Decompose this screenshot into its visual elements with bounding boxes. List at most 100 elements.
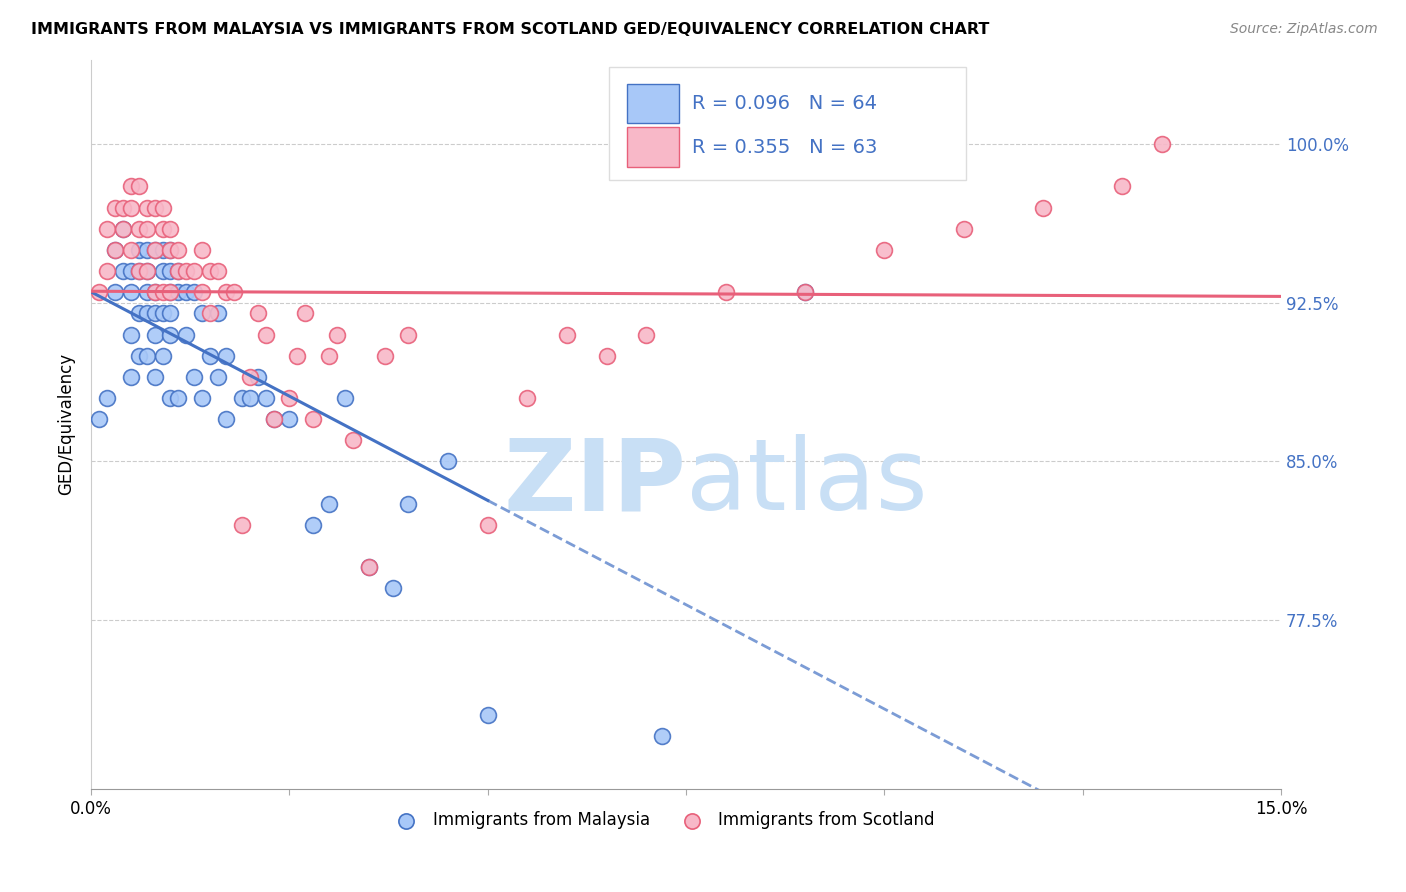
Point [152, 243, 174, 257]
Point [87, 412, 110, 426]
Point [381, 582, 404, 596]
Point [396, 497, 419, 511]
Point [111, 221, 134, 235]
Text: IMMIGRANTS FROM MALAYSIA VS IMMIGRANTS FROM SCOTLAND GED/EQUIVALENCY CORRELATION: IMMIGRANTS FROM MALAYSIA VS IMMIGRANTS F… [31, 22, 990, 37]
Point [167, 264, 190, 278]
Point [167, 243, 190, 257]
Point [198, 349, 221, 363]
Point [326, 327, 349, 342]
Point [287, 349, 309, 363]
Point [159, 285, 181, 300]
Point [120, 179, 142, 194]
Point [596, 349, 619, 363]
Point [111, 221, 134, 235]
Point [111, 201, 134, 215]
Point [477, 517, 499, 532]
Point [167, 391, 190, 405]
Text: Source: ZipAtlas.com: Source: ZipAtlas.com [1230, 22, 1378, 37]
Point [183, 264, 205, 278]
Point [215, 349, 238, 363]
Point [294, 306, 316, 320]
Point [794, 285, 817, 300]
Point [87, 285, 110, 300]
Point [96, 264, 118, 278]
Point [120, 369, 142, 384]
Point [159, 243, 181, 257]
Point [128, 306, 150, 320]
Point [143, 369, 166, 384]
Point [152, 221, 174, 235]
Legend: Immigrants from Malaysia, Immigrants from Scotland: Immigrants from Malaysia, Immigrants fro… [382, 805, 942, 836]
Point [263, 412, 285, 426]
Point [222, 285, 245, 300]
Text: R = 0.355   N = 63: R = 0.355 N = 63 [692, 137, 877, 157]
Point [302, 517, 325, 532]
Point [191, 285, 214, 300]
Point [246, 369, 269, 384]
Point [1111, 179, 1133, 194]
Point [128, 349, 150, 363]
Point [191, 391, 214, 405]
Point [374, 349, 396, 363]
Point [246, 306, 269, 320]
Point [651, 730, 673, 744]
Point [159, 327, 181, 342]
Point [152, 201, 174, 215]
FancyBboxPatch shape [627, 84, 679, 123]
Point [159, 285, 181, 300]
Point [555, 327, 578, 342]
Point [333, 391, 356, 405]
Point [207, 369, 229, 384]
Point [120, 285, 142, 300]
Point [128, 243, 150, 257]
Point [135, 285, 157, 300]
Point [167, 264, 190, 278]
Point [198, 306, 221, 320]
Point [477, 708, 499, 723]
Point [516, 391, 538, 405]
Text: R = 0.096   N = 64: R = 0.096 N = 64 [692, 94, 877, 113]
FancyBboxPatch shape [609, 67, 966, 180]
Point [636, 327, 658, 342]
Point [176, 264, 198, 278]
Point [342, 434, 364, 448]
Point [120, 201, 142, 215]
Point [191, 243, 214, 257]
Point [104, 243, 127, 257]
Point [278, 412, 301, 426]
Point [198, 264, 221, 278]
Point [318, 349, 340, 363]
Point [143, 327, 166, 342]
Point [135, 349, 157, 363]
Point [239, 391, 262, 405]
Point [159, 243, 181, 257]
Point [135, 264, 157, 278]
Point [183, 285, 205, 300]
Point [120, 327, 142, 342]
Point [159, 264, 181, 278]
Point [357, 560, 380, 574]
Point [152, 285, 174, 300]
Point [152, 349, 174, 363]
Point [278, 391, 301, 405]
Point [1032, 201, 1054, 215]
Point [215, 412, 238, 426]
Point [318, 497, 340, 511]
Point [263, 412, 285, 426]
Point [143, 285, 166, 300]
Point [207, 264, 229, 278]
Point [437, 454, 460, 468]
Point [104, 201, 127, 215]
Point [176, 285, 198, 300]
Y-axis label: GED/Equivalency: GED/Equivalency [58, 353, 75, 495]
Point [191, 306, 214, 320]
Point [152, 306, 174, 320]
Point [176, 327, 198, 342]
Point [159, 221, 181, 235]
Point [231, 391, 253, 405]
Point [135, 201, 157, 215]
Point [357, 560, 380, 574]
Point [239, 369, 262, 384]
Point [135, 243, 157, 257]
Point [207, 306, 229, 320]
